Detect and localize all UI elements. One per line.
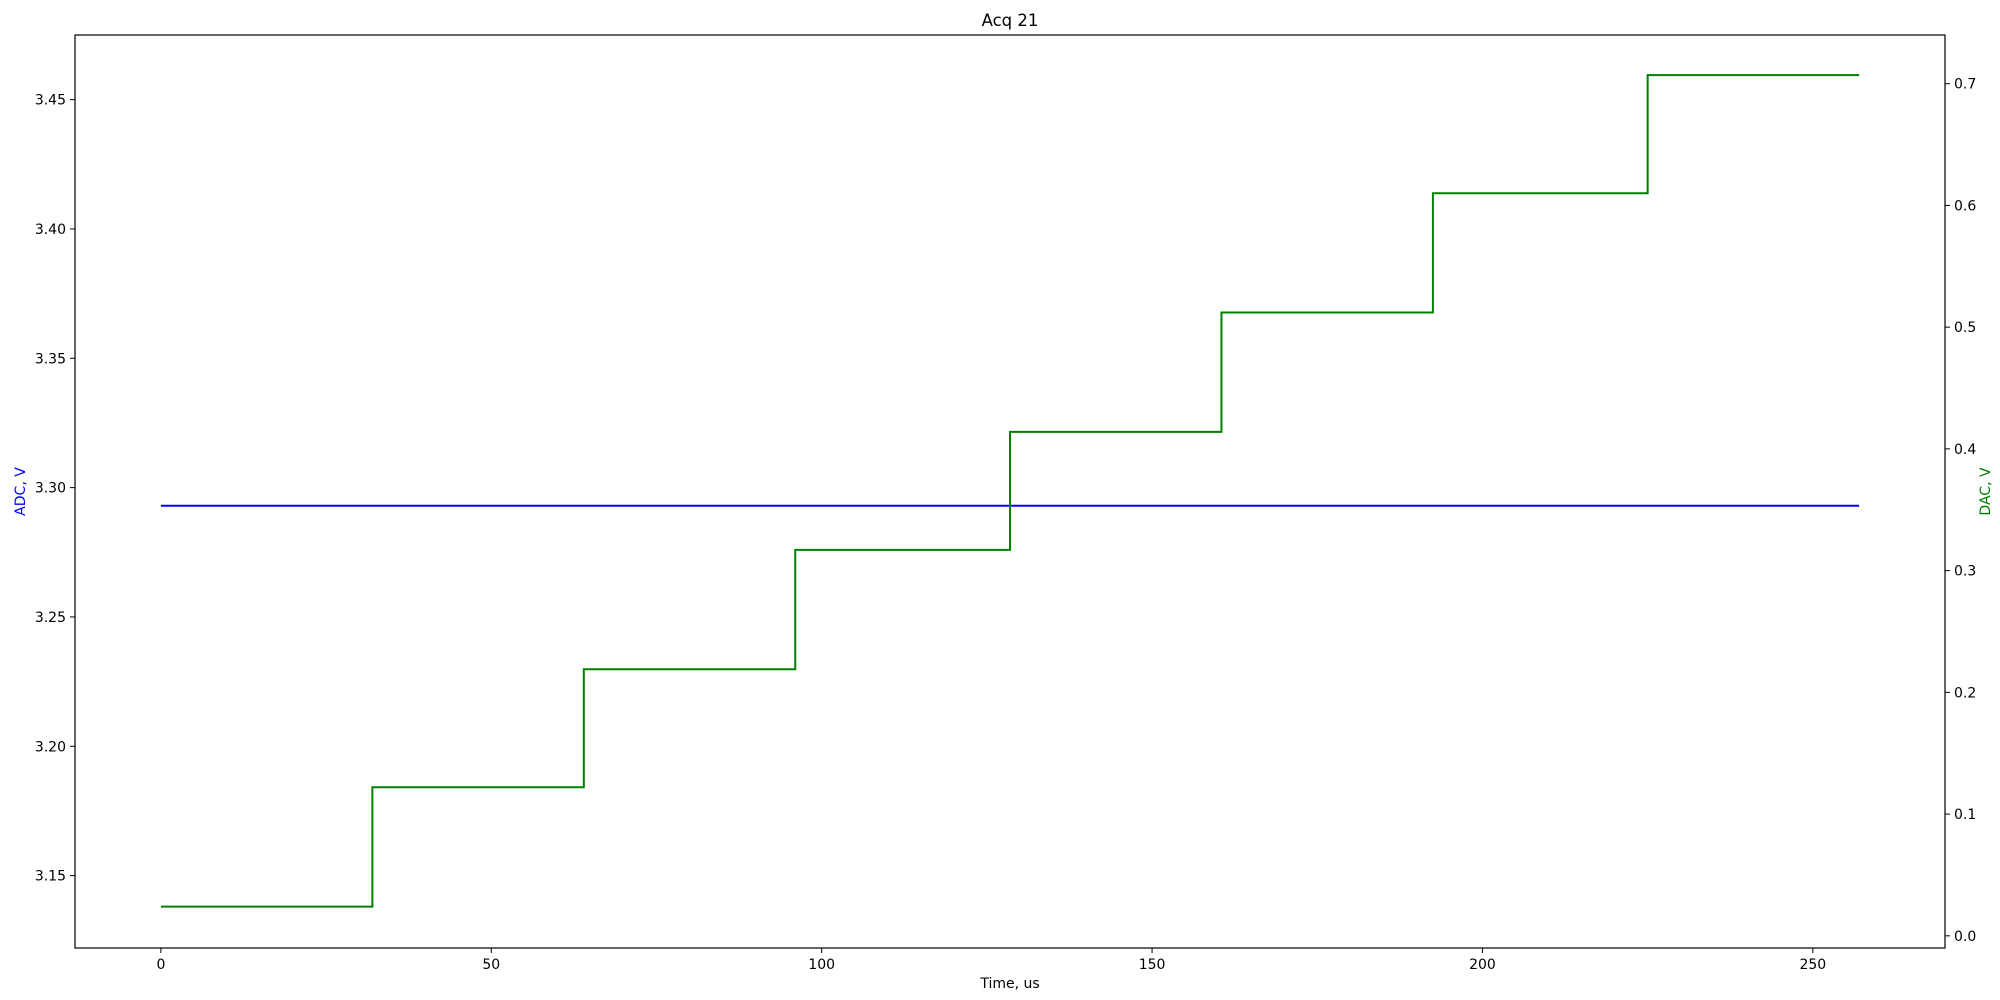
series-layer xyxy=(160,74,1860,908)
left-y-tick-label: 3.45 xyxy=(35,93,66,109)
right-y-tick-label: 0.2 xyxy=(1954,685,1976,701)
x-tick-label: 0 xyxy=(156,957,165,973)
right-y-tick-label: 0.4 xyxy=(1954,442,1976,458)
left-y-tick-label: 3.35 xyxy=(35,351,66,367)
right-y-tick-label: 0.5 xyxy=(1954,320,1976,336)
left-y-tick-label: 3.25 xyxy=(35,610,66,626)
right-y-tick-label: 0.6 xyxy=(1954,198,1976,214)
left-y-tick-label: 3.20 xyxy=(35,739,66,755)
right-y-tick-label: 0.1 xyxy=(1954,807,1976,823)
x-tick-label: 250 xyxy=(1799,957,1826,973)
x-tick-label: 100 xyxy=(808,957,835,973)
dac-series-line xyxy=(160,74,1860,908)
left-y-axis-title: ADC, V xyxy=(13,467,29,516)
right-y-tick-label: 0.7 xyxy=(1954,77,1976,93)
left-y-axis: 3.15 3.20 3.25 3.30 3.35 3.40 3.45 xyxy=(35,93,75,885)
right-y-tick-label: 0.0 xyxy=(1954,929,1976,945)
left-y-tick-label: 3.15 xyxy=(35,869,66,885)
x-axis-title: Time, us xyxy=(979,976,1039,992)
right-y-axis-title: DAC, V xyxy=(1978,467,1994,516)
x-tick-label: 50 xyxy=(482,957,500,973)
plot-frame xyxy=(74,34,1946,949)
left-y-tick-label: 3.30 xyxy=(35,481,66,497)
x-tick-label: 150 xyxy=(1139,957,1166,973)
x-tick-label: 200 xyxy=(1469,957,1496,973)
x-axis: 0 50 100 150 200 250 xyxy=(156,948,1826,973)
chart-title: Acq 21 xyxy=(982,11,1039,30)
right-y-tick-label: 0.3 xyxy=(1954,564,1976,580)
right-y-axis: 0.0 0.1 0.2 0.3 0.4 0.5 0.6 0.7 xyxy=(1945,77,1976,945)
left-y-tick-label: 3.40 xyxy=(35,222,66,238)
